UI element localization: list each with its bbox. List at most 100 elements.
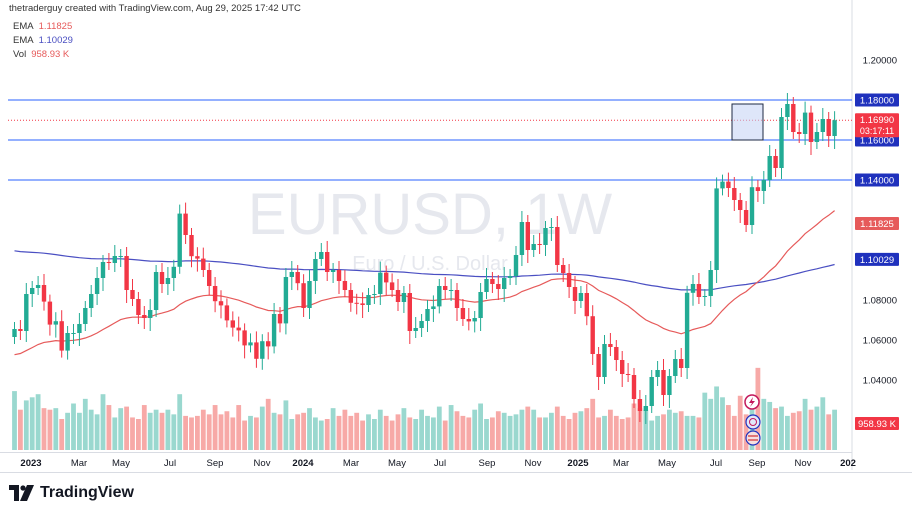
candle-body — [537, 244, 542, 245]
candle — [183, 202, 188, 244]
volume-bar — [832, 409, 837, 450]
candle-body — [307, 281, 312, 308]
legend-ema-fast-value: 1.11825 — [38, 21, 73, 32]
candle — [330, 263, 336, 283]
candle — [431, 295, 436, 322]
ema-price-label: 1.11825 — [860, 219, 894, 230]
volume-bar — [808, 409, 814, 450]
candle — [732, 177, 737, 211]
legend-ema-slow[interactable]: EMA 1.10029 — [13, 35, 73, 46]
candle-body — [313, 259, 318, 281]
volume-bar — [413, 419, 419, 450]
time-axis-label: Sep — [207, 458, 224, 469]
candle — [230, 311, 235, 337]
candle — [590, 305, 595, 365]
volume-bar — [307, 408, 312, 450]
volume-bar — [826, 414, 832, 450]
volume-bar — [342, 409, 348, 450]
candle-body — [360, 303, 365, 305]
candle — [419, 314, 424, 337]
volume-bar — [130, 417, 135, 450]
candle-body — [325, 252, 330, 272]
candle-body — [466, 319, 471, 322]
ema-price-tag — [855, 217, 899, 230]
candle-body — [124, 256, 129, 290]
candle-body — [395, 290, 401, 302]
candle-body — [437, 286, 442, 307]
candle — [584, 284, 589, 326]
candle-body — [732, 188, 737, 200]
candle — [791, 97, 796, 139]
candle-body — [100, 262, 106, 278]
candle-body — [47, 301, 53, 325]
volume-bar — [785, 415, 790, 450]
candle-body — [555, 227, 560, 265]
volume-bar — [637, 408, 643, 450]
volume-bar — [596, 417, 601, 450]
level-price-tag — [855, 173, 899, 187]
volume-bar — [643, 409, 649, 450]
candle-body — [372, 294, 377, 295]
volume-bar — [183, 415, 188, 450]
volume-bar — [454, 411, 460, 450]
candle-body — [319, 252, 324, 259]
legend-ema-fast[interactable]: EMA 1.11825 — [13, 21, 72, 32]
volume-bar — [401, 408, 407, 450]
volume-bar — [554, 406, 560, 450]
candle-body — [643, 406, 648, 411]
candle-body — [702, 296, 707, 297]
volume-bar — [478, 403, 483, 450]
candle-body — [460, 308, 466, 319]
candle-body — [77, 324, 82, 333]
candle — [407, 284, 412, 344]
time-axis-label: May — [658, 458, 676, 469]
legend-volume[interactable]: Vol 958.93 K — [13, 49, 69, 60]
candle — [566, 264, 572, 298]
volume-bar — [389, 420, 395, 450]
volume-bar — [41, 408, 47, 450]
candle-body — [118, 256, 123, 257]
candle — [171, 259, 176, 291]
candle-body — [814, 132, 820, 142]
candle — [490, 272, 495, 293]
candle — [360, 292, 365, 318]
volume-bar — [94, 414, 100, 450]
volume-bar — [407, 417, 413, 450]
volume-bar — [283, 400, 289, 450]
tradingview-logo[interactable]: TradingView — [9, 484, 134, 502]
candle-body — [513, 255, 519, 276]
candle — [12, 322, 17, 344]
candle — [667, 369, 672, 408]
price-tick-label: 1.06000 — [863, 336, 897, 347]
candle-body — [295, 272, 300, 284]
volume-bar — [537, 417, 542, 450]
candle-body — [242, 330, 247, 346]
level-price-label: 1.18000 — [860, 96, 894, 107]
volume-bar — [336, 415, 342, 450]
volume-bar — [65, 412, 70, 450]
event-markers — [744, 394, 761, 446]
candle-body — [201, 258, 206, 270]
candle — [708, 261, 713, 307]
candle — [59, 310, 64, 358]
volume-bar — [165, 409, 171, 450]
candle — [260, 334, 265, 370]
volume-bar — [820, 397, 826, 450]
candle — [578, 286, 584, 308]
candle — [814, 123, 820, 149]
candle-body — [407, 293, 412, 331]
volume-bar — [236, 405, 242, 450]
candle-body — [330, 270, 336, 272]
volume-bar — [106, 405, 112, 450]
volume-bar — [543, 417, 548, 450]
candle-body — [791, 104, 796, 132]
candle — [519, 211, 525, 266]
volume-bar — [513, 414, 519, 450]
candle — [602, 335, 607, 384]
volume-bar — [348, 415, 354, 450]
volume-bar — [731, 415, 737, 450]
candle-body — [389, 282, 395, 290]
candle — [124, 247, 129, 303]
candle — [177, 204, 182, 274]
